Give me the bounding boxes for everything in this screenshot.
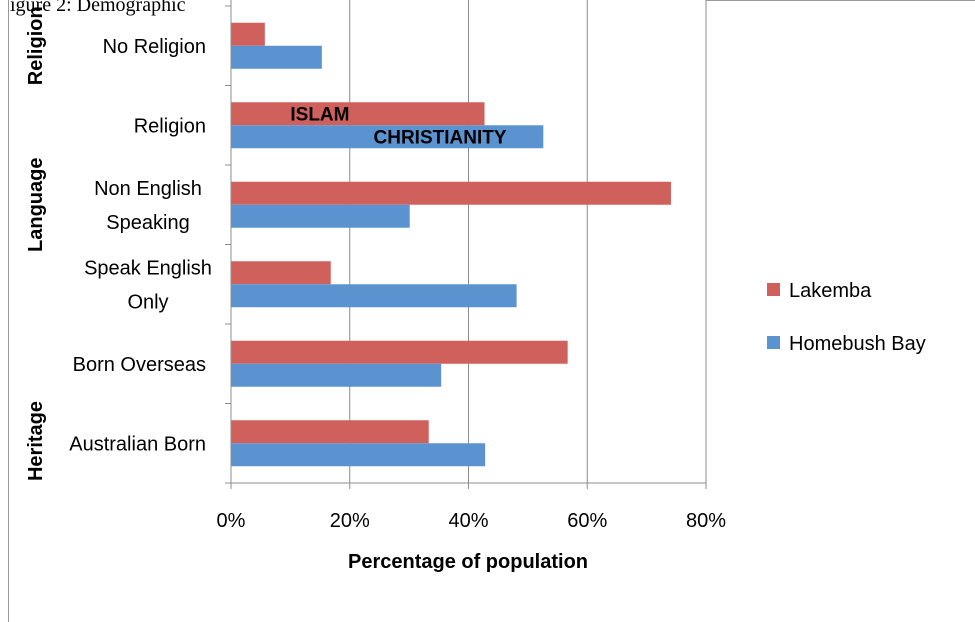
bar-homebush-bay bbox=[231, 45, 322, 69]
legend: Lakemba Homebush Bay bbox=[767, 280, 926, 355]
bar-lakemba bbox=[231, 102, 485, 126]
bar-homebush-bay bbox=[231, 204, 410, 228]
bars bbox=[231, 22, 671, 467]
category-label: Speak English bbox=[84, 257, 212, 279]
legend-swatch bbox=[767, 283, 780, 296]
legend-label: Homebush Bay bbox=[789, 333, 926, 355]
bar-lakemba bbox=[231, 340, 568, 364]
category-label: Only bbox=[127, 291, 168, 313]
figure-caption: igure 2: Demographic bbox=[10, 0, 186, 16]
bar-lakemba bbox=[231, 22, 265, 46]
category-labels: No Religion Religion Non English Speaking Sp… bbox=[69, 36, 212, 456]
category-label: Non English bbox=[94, 178, 202, 200]
gridlines bbox=[349, 0, 707, 483]
bar-homebush-bay bbox=[231, 443, 486, 467]
bar-lakemba bbox=[231, 261, 331, 285]
frame-border-top bbox=[706, 0, 975, 1]
category-label: No Religion bbox=[103, 36, 206, 58]
bar-homebush-bay bbox=[231, 363, 442, 387]
x-tick-label: 60% bbox=[567, 510, 607, 532]
group-label: Language bbox=[25, 158, 47, 252]
x-tick-label: 80% bbox=[686, 510, 726, 532]
bar-lakemba bbox=[231, 420, 429, 444]
x-tick-labels: 0% 20% 40% 60% 80% bbox=[217, 510, 727, 532]
group-label: Religion bbox=[25, 6, 47, 85]
legend-label: Lakemba bbox=[789, 280, 872, 302]
bar-lakemba bbox=[231, 181, 671, 205]
group-labels: Religion Language Heritage bbox=[25, 6, 47, 481]
bar-homebush-bay bbox=[231, 284, 517, 308]
x-tick-label: 0% bbox=[217, 510, 246, 532]
legend-swatch bbox=[767, 336, 780, 349]
category-label: Born Overseas bbox=[73, 354, 206, 376]
group-label: Heritage bbox=[25, 401, 47, 481]
axes bbox=[225, 0, 707, 489]
bar-annotation: CHRISTIANITY bbox=[374, 127, 507, 148]
category-label: Speaking bbox=[106, 212, 189, 234]
annotations: ISLAM CHRISTIANITY bbox=[290, 104, 506, 148]
frame-border-left bbox=[8, 0, 9, 622]
x-tick-label: 20% bbox=[330, 510, 370, 532]
bar-annotation: ISLAM bbox=[290, 104, 349, 125]
category-label: Australian Born bbox=[69, 433, 206, 455]
category-label: Religion bbox=[134, 115, 206, 137]
bar-homebush-bay bbox=[231, 125, 544, 149]
x-tick-label: 40% bbox=[448, 510, 488, 532]
x-axis-label: Percentage of population bbox=[348, 551, 588, 573]
